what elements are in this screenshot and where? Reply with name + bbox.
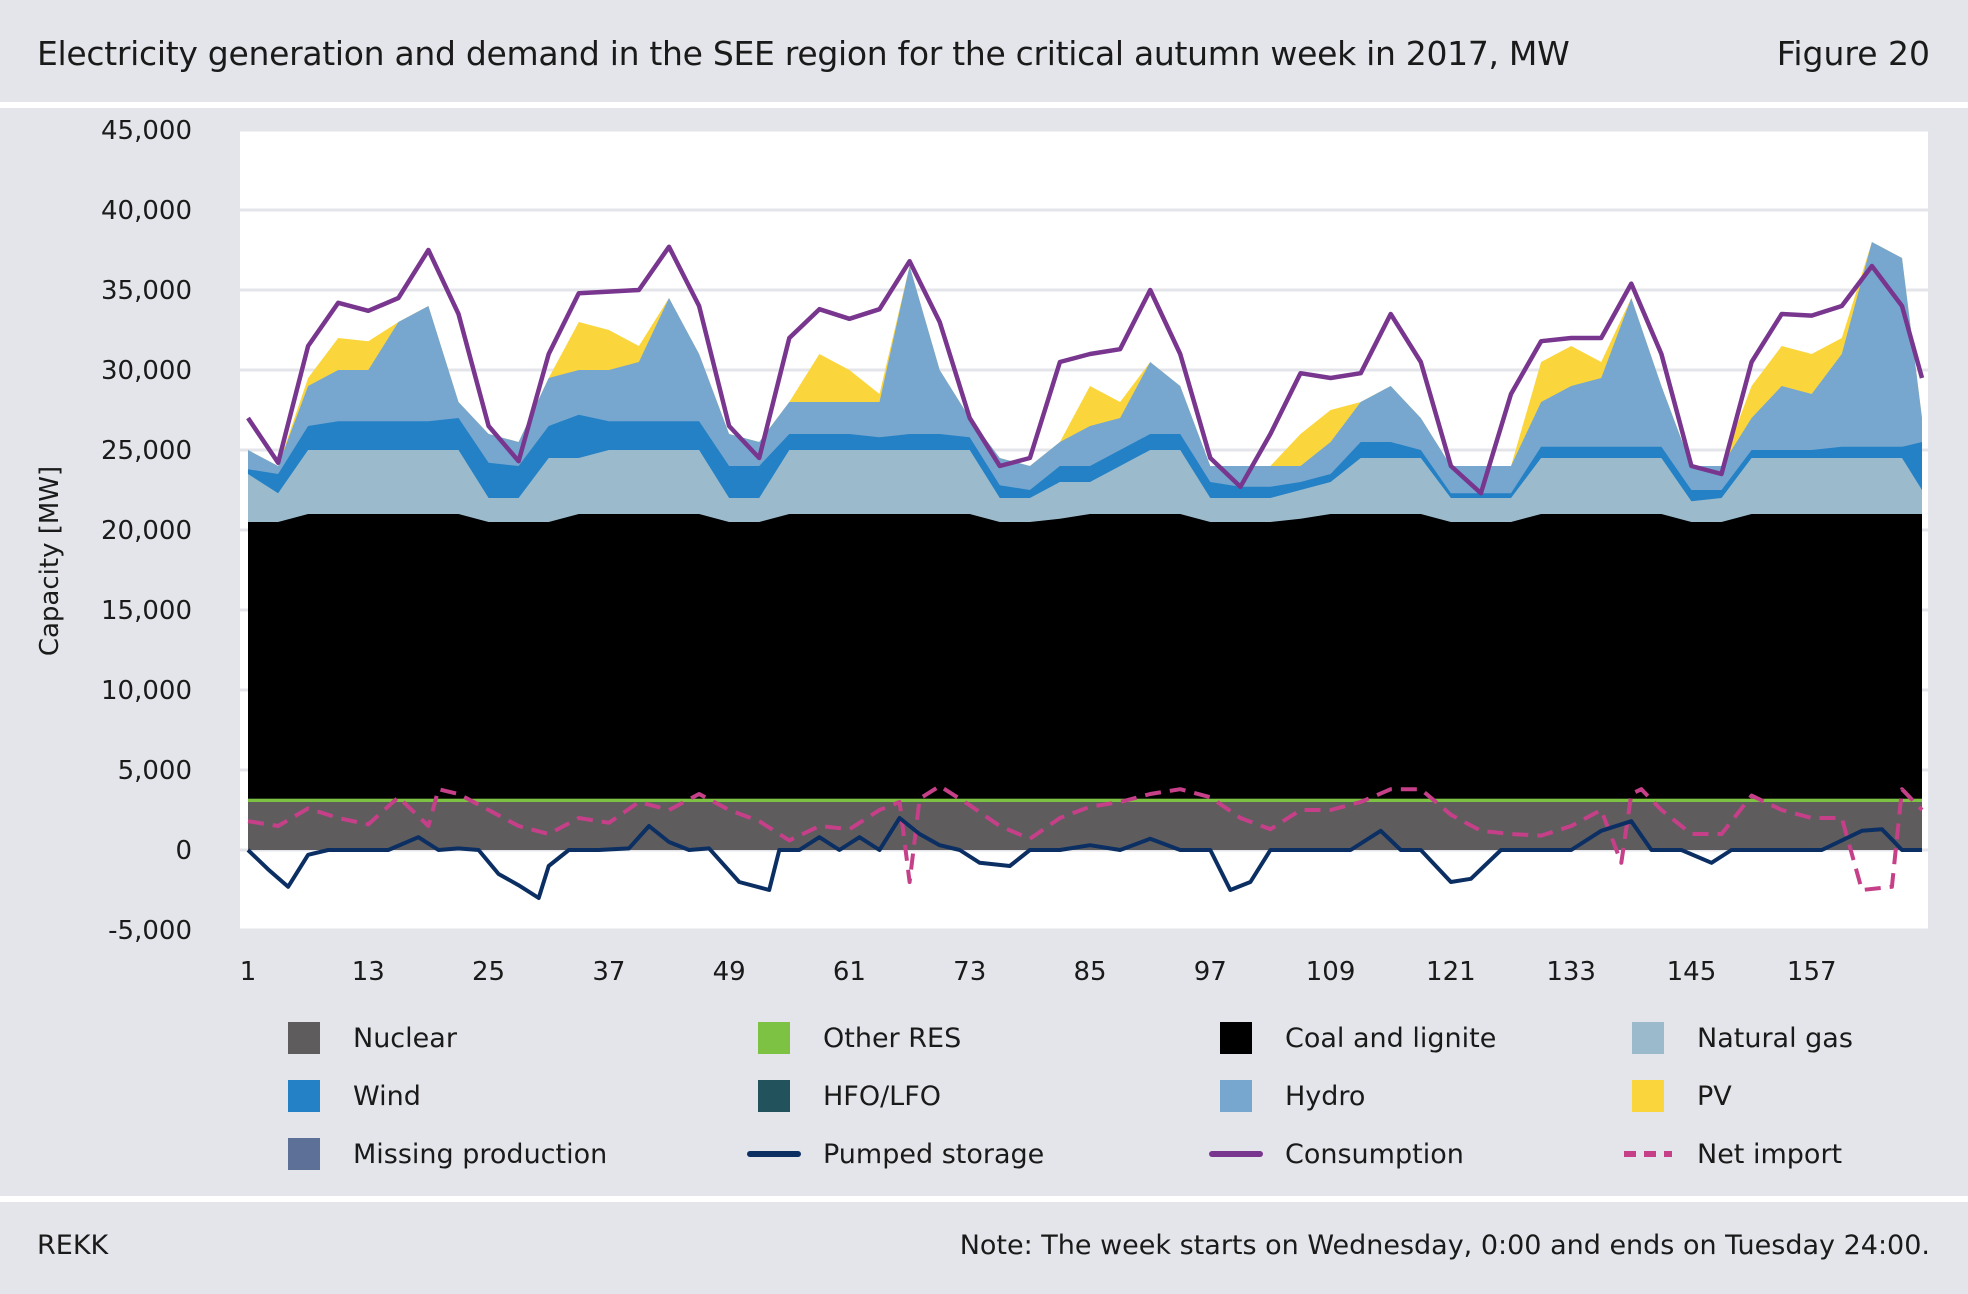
- y-tick-label: 40,000: [101, 196, 192, 226]
- legend-swatch: [758, 1080, 790, 1112]
- x-tick-label: 73: [953, 957, 986, 987]
- y-tick-label: 30,000: [101, 356, 192, 386]
- legend-swatch: [288, 1022, 320, 1054]
- y-tick-label: 15,000: [101, 596, 192, 626]
- x-tick-label: 97: [1194, 957, 1227, 987]
- legend-label: Coal and lignite: [1285, 1023, 1496, 1054]
- legend-swatch: [1220, 1022, 1252, 1054]
- x-tick-label: 121: [1426, 957, 1476, 987]
- legend-label: Hydro: [1285, 1081, 1365, 1112]
- legend-label: HFO/LFO: [823, 1081, 941, 1112]
- divider-bottom: [0, 1196, 1968, 1202]
- legend-label: Missing production: [353, 1139, 607, 1170]
- legend-item-pumped-storage: Pumped storage: [747, 1139, 1044, 1170]
- stacked-areas: [248, 242, 1922, 850]
- y-axis-label: Capacity [MW]: [35, 466, 65, 656]
- x-tick-label: 1: [240, 957, 257, 987]
- x-tick-label: 13: [352, 957, 385, 987]
- x-tick-label: 61: [833, 957, 866, 987]
- legend-item-nuclear: Nuclear: [288, 1022, 458, 1054]
- legend-label: Net import: [1697, 1139, 1842, 1170]
- x-tick-label: 145: [1667, 957, 1717, 987]
- legend-label: Nuclear: [353, 1023, 458, 1054]
- legend-item-natural-gas: Natural gas: [1632, 1022, 1853, 1054]
- x-tick-label: 25: [472, 957, 505, 987]
- series-net-import: [247, 784, 1924, 892]
- y-tick-label: 5,000: [118, 756, 192, 786]
- chart-title: Electricity generation and demand in the…: [37, 34, 1570, 73]
- footer: REKK Note: The week starts on Wednesday,…: [0, 1202, 1968, 1294]
- legend-swatch: [1632, 1022, 1664, 1054]
- chart-panel: -5,000 0 5,000 10,000 15,000 20,000 25,000 30,0…: [0, 108, 1968, 1196]
- x-axis: 1 13 25 37 49 61 73 85 97 109 121 133 145 157: [240, 957, 1837, 987]
- series-consumption: [246, 244, 1925, 496]
- divider-top: [0, 102, 1968, 108]
- series-pumped-storage: [246, 816, 1922, 900]
- legend-label: Natural gas: [1697, 1023, 1853, 1054]
- x-tick-label: 37: [592, 957, 625, 987]
- x-tick-label: 85: [1073, 957, 1106, 987]
- legend-swatch: [288, 1080, 320, 1112]
- legend-label: Consumption: [1285, 1139, 1464, 1170]
- legend-item-wind: Wind: [288, 1080, 421, 1112]
- y-tick-label: 45,000: [101, 116, 192, 146]
- legend-swatch: [1632, 1080, 1664, 1112]
- legend-swatch: [1220, 1080, 1252, 1112]
- y-tick-label: 0: [175, 836, 192, 866]
- x-tick-label: 157: [1787, 957, 1837, 987]
- legend-label: PV: [1697, 1081, 1732, 1112]
- y-tick-label: 35,000: [101, 276, 192, 306]
- y-axis: -5,000 0 5,000 10,000 15,000 20,000 25,000 30,0…: [101, 116, 192, 946]
- legend-label: Other RES: [823, 1023, 961, 1054]
- legend-swatch: [288, 1138, 320, 1170]
- header: Electricity generation and demand in the…: [0, 0, 1968, 100]
- legend-item-net-import: Net import: [1624, 1139, 1842, 1170]
- x-tick-label: 49: [713, 957, 746, 987]
- legend-swatch: [758, 1022, 790, 1054]
- source-label: REKK: [37, 1230, 109, 1261]
- area-coal-and-lignite: [248, 514, 1922, 850]
- x-tick-label: 109: [1306, 957, 1356, 987]
- y-tick-label: -5,000: [108, 916, 192, 946]
- legend-item-hfo-lfo: HFO/LFO: [758, 1080, 941, 1112]
- legend-label: Wind: [353, 1081, 421, 1112]
- figure-label: Figure 20: [1776, 34, 1930, 73]
- y-tick-label: 25,000: [101, 436, 192, 466]
- legend-item-coal-and-lignite: Coal and lignite: [1220, 1022, 1496, 1054]
- legend-label: Pumped storage: [823, 1139, 1044, 1170]
- chart-svg: -5,000 0 5,000 10,000 15,000 20,000 25,000 30,0…: [35, 116, 1928, 1170]
- legend-item-other-res: Other RES: [758, 1022, 961, 1054]
- legend: Nuclear Other RES Coal and lignite Natural …: [288, 1022, 1853, 1170]
- y-tick-label: 20,000: [101, 516, 192, 546]
- legend-item-missing-production: Missing production: [288, 1138, 607, 1170]
- x-tick-label: 133: [1546, 957, 1596, 987]
- footnote: Note: The week starts on Wednesday, 0:00…: [959, 1230, 1930, 1261]
- legend-item-pv: PV: [1632, 1080, 1732, 1112]
- series-lines: [246, 244, 1925, 900]
- y-tick-label: 10,000: [101, 676, 192, 706]
- legend-item-hydro: Hydro: [1220, 1080, 1365, 1112]
- legend-item-consumption: Consumption: [1209, 1139, 1464, 1170]
